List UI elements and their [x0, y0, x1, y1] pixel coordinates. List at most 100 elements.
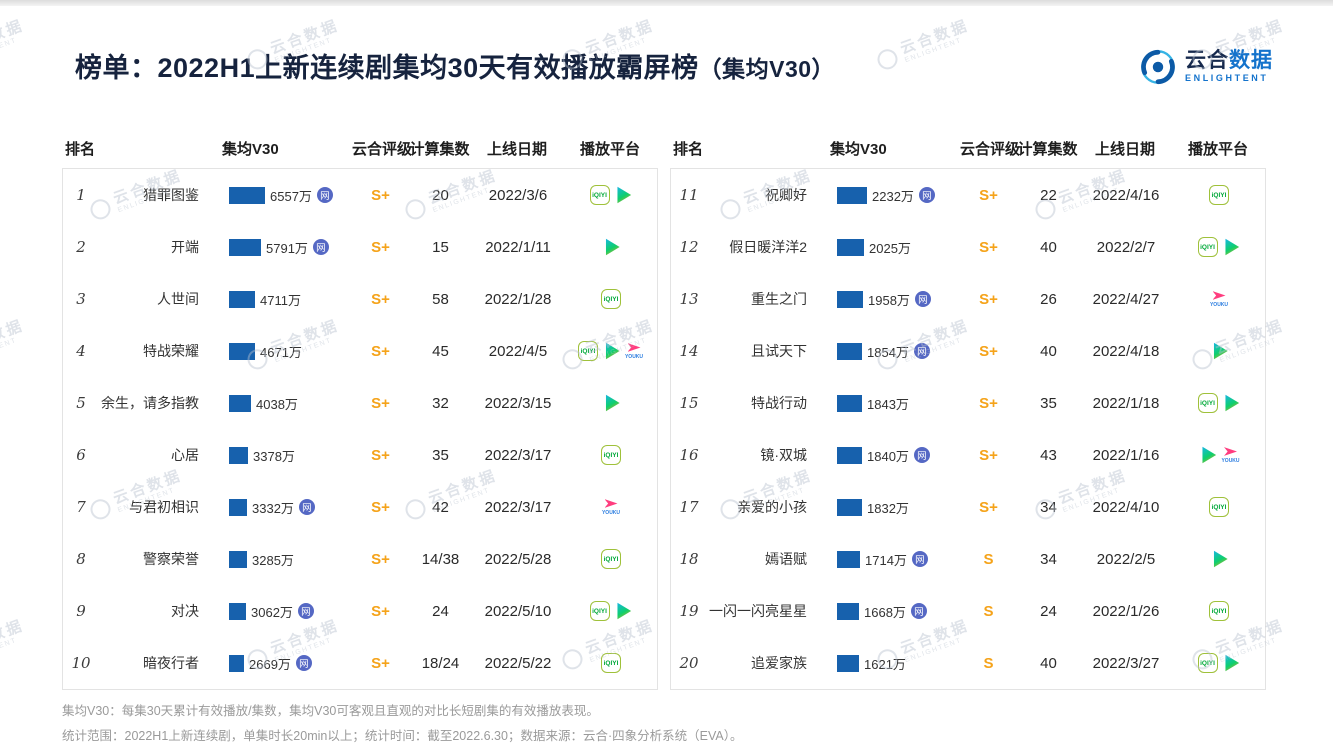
rank-tables: 排名 集均V30 云合评级 计算集数 上线日期 播放平台 1 猎罪图鉴 6557…: [0, 138, 1333, 690]
episode-count: 14/38: [421, 550, 460, 568]
youku-icon: YOUKU: [1209, 289, 1229, 309]
web-drama-badge: 网: [295, 655, 312, 671]
col-header-platform: 播放平台: [1187, 141, 1248, 158]
iqiyi-icon: iQIYI: [1197, 237, 1218, 257]
brand-name-cn2: 数据: [1229, 49, 1273, 73]
release-date: 2022/4/5: [488, 342, 548, 360]
tencent-icon: [601, 393, 621, 413]
rating-badge: S+: [979, 498, 998, 516]
table-header: 排名 集均V30 云合评级 计算集数 上线日期 播放平台: [670, 138, 1266, 159]
v30-bar: [837, 550, 860, 568]
col-header-rank: 排名: [64, 141, 95, 158]
release-date: 2022/5/22: [484, 654, 552, 672]
v30-cell: 3332万 网: [199, 498, 353, 517]
rank-number: 12: [679, 238, 699, 256]
v30-bar: [837, 498, 862, 516]
v30-bar: [229, 290, 255, 308]
page-title-main: 榜单：2022H1上新连续剧集均30天有效播放霸屏榜: [75, 53, 699, 83]
episode-count: 42: [432, 498, 449, 516]
iqiyi-icon: iQIYI: [1197, 393, 1218, 413]
platform-icons: iQIYI: [563, 653, 659, 673]
episode-count: 24: [1040, 602, 1057, 620]
release-date: 2022/5/10: [484, 602, 552, 620]
table-row: 17 亲爱的小孩 1832万 S+ 34 2022/4/10 iQIYI: [671, 481, 1265, 533]
youku-icon: YOUKU: [1221, 445, 1241, 465]
v30-cell: 2232万 网: [807, 186, 961, 205]
tencent-icon: [1209, 341, 1229, 361]
col-header-rating: 云合评级: [352, 141, 413, 158]
v30-value: 1854万: [867, 344, 909, 360]
rating-badge: S+: [371, 550, 390, 568]
platform-icons: iQIYI: [563, 185, 659, 205]
rank-number: 9: [76, 602, 86, 620]
table-row: 10 暗夜行者 2669万 网 S+ 18/24 2022/5/22 iQIYI: [63, 637, 657, 689]
episode-count: 45: [432, 342, 449, 360]
col-header-v30: 集均V30: [222, 141, 279, 158]
drama-title: 一闪一闪亮星星: [709, 603, 807, 619]
platform-icons: iQIYI: [563, 289, 659, 309]
drama-title: 猎罪图鉴: [143, 187, 199, 203]
release-date: 2022/4/10: [1092, 498, 1160, 516]
drama-title: 特战荣耀: [143, 343, 199, 359]
rank-number: 20: [679, 654, 699, 672]
tencent-icon: [1221, 653, 1241, 673]
v30-bar: [229, 394, 251, 412]
release-date: 2022/2/7: [1096, 238, 1156, 256]
v30-cell: 1621万: [807, 654, 961, 673]
v30-bar: [837, 342, 862, 360]
table-row: 20 追爱家族 1621万 S 40 2022/3/27 iQIYI: [671, 637, 1265, 689]
table-row: 9 对决 3062万 网 S+ 24 2022/5/10 iQIYI: [63, 585, 657, 637]
platform-icons: [1171, 549, 1267, 569]
release-date: 2022/3/6: [488, 186, 548, 204]
v30-value: 4671万: [260, 344, 302, 360]
episode-count: 22: [1040, 186, 1057, 204]
release-date: 2022/1/26: [1092, 602, 1160, 620]
rank-number: 5: [76, 394, 86, 412]
rank-number: 15: [679, 394, 699, 412]
v30-bar: [229, 602, 246, 620]
v30-cell: 4038万: [199, 394, 353, 413]
v30-value: 1621万: [864, 656, 906, 672]
drama-title: 暗夜行者: [143, 655, 199, 671]
table-header: 排名 集均V30 云合评级 计算集数 上线日期 播放平台: [62, 138, 658, 159]
drama-title: 警察荣誉: [143, 551, 199, 567]
v30-cell: 2025万: [807, 238, 961, 257]
platform-icons: iQIYI: [563, 445, 659, 465]
episode-count: 35: [432, 446, 449, 464]
drama-title: 特战行动: [751, 395, 807, 411]
episode-count: 40: [1040, 654, 1057, 672]
tencent-icon: [1221, 237, 1241, 257]
rating-badge: S: [983, 602, 994, 620]
platform-icons: iQIYI: [563, 601, 659, 621]
top-edge: [0, 0, 1333, 6]
rank-number: 10: [71, 654, 91, 672]
rank-number: 8: [76, 550, 86, 568]
platform-icons: iQIYI YOUKU: [563, 341, 659, 361]
v30-value: 2669万: [249, 656, 291, 672]
brand-name-cn1: 云合: [1185, 49, 1229, 73]
v30-value: 2025万: [869, 240, 911, 256]
v30-bar: [837, 654, 859, 672]
v30-cell: 1714万 网: [807, 550, 961, 569]
episode-count: 35: [1040, 394, 1057, 412]
release-date: 2022/3/17: [484, 446, 552, 464]
rating-badge: S+: [371, 446, 390, 464]
enlightent-logo-icon: [1141, 49, 1175, 85]
release-date: 2022/5/28: [484, 550, 552, 568]
v30-cell: 3378万: [199, 446, 353, 465]
iqiyi-icon: iQIYI: [578, 341, 598, 361]
iqiyi-icon: iQIYI: [589, 601, 610, 621]
rating-badge: S: [983, 550, 994, 568]
v30-bar: [229, 654, 244, 672]
web-drama-badge: 网: [297, 603, 314, 619]
rating-badge: S+: [979, 446, 998, 464]
release-date: 2022/1/18: [1092, 394, 1160, 412]
rating-badge: S+: [979, 238, 998, 256]
web-drama-badge: 网: [312, 239, 329, 255]
platform-icons: iQIYI: [1171, 393, 1267, 413]
table-row: 16 镜·双城 1840万 网 S+ 43 2022/1/16 YOUKU: [671, 429, 1265, 481]
youku-icon: YOUKU: [624, 341, 644, 361]
drama-title: 嫣语赋: [765, 551, 807, 567]
table-row: 3 人世间 4711万 S+ 58 2022/1/28 iQIYI: [63, 273, 657, 325]
rating-badge: S: [983, 654, 994, 672]
